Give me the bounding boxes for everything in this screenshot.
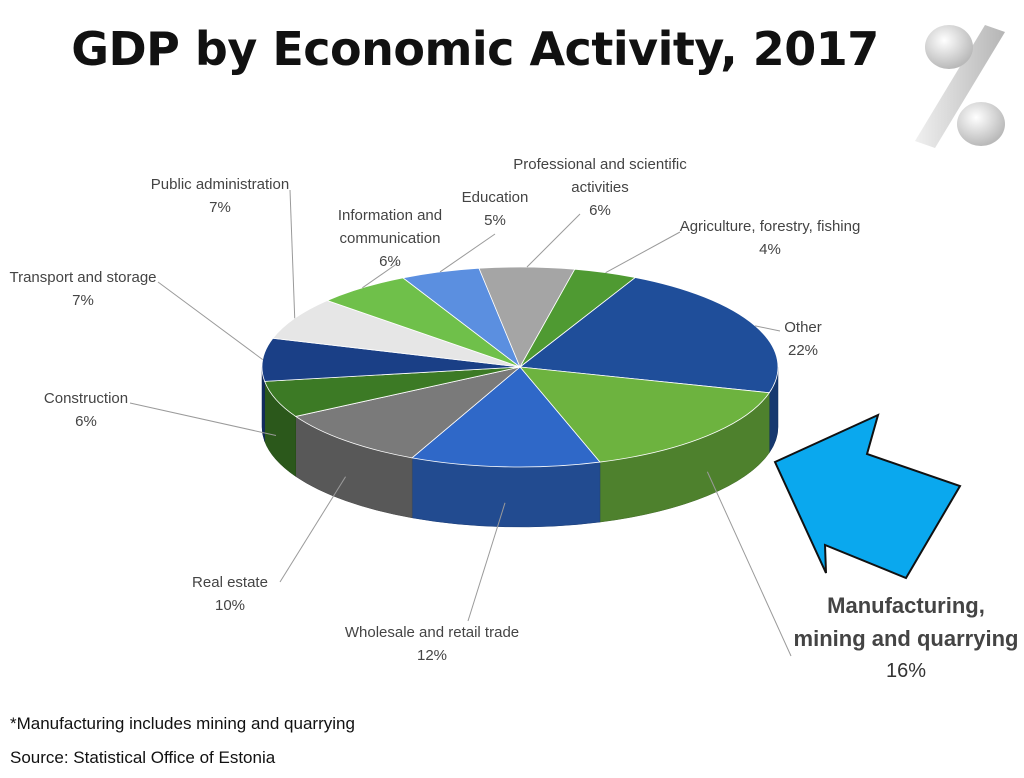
slice-label-name: Manufacturing, [827,593,985,618]
pie-depth [261,366,779,528]
slice-label-9: Professional and scientific activities 6% [513,156,687,219]
leader-line-2 [467,502,506,622]
leader-lines [129,189,792,657]
pie-slice-wholesale-and-retail-trade [411,366,601,468]
slice-label-value: 6% [589,202,611,219]
slice-label-1: Manufacturing, mining and quarrying 16% [794,593,1019,682]
arrow-icon [773,413,962,580]
slice-label-6: Public administration 7% [151,176,289,216]
slice-label-name: activities [571,179,629,196]
slice-label-value: 4% [759,241,781,258]
leader-line-1 [706,471,792,657]
leader-line-10 [605,231,681,274]
slice-label-8: Education 5% [462,189,529,229]
leader-line-4 [129,402,277,436]
leader-line-7 [362,262,399,289]
pie-slice-real-estate [294,366,521,459]
slice-label-value: 10% [215,597,245,614]
slice-label-name: Professional and scientific [513,156,687,173]
pie-side-2 [411,457,601,528]
slice-label-name: Other [784,319,822,336]
slice-label-name: Public administration [151,176,289,193]
slice-label-name: Information and [338,207,442,224]
slice-label-value: 7% [209,199,231,216]
slice-label-2: Wholesale and retail trade 12% [345,624,519,664]
slice-label-value: 22% [788,342,818,359]
footnote: *Manufacturing includes mining and quarr… [10,714,355,733]
slice-label-name: Real estate [192,574,268,591]
leader-line-3 [279,476,346,583]
slice-label-value: 6% [379,253,401,270]
slice-label-5: Transport and storage 7% [9,269,156,309]
slice-labels: Other 22% Manufacturing, mining and quarryi… [9,156,1018,682]
slice-label-name: Wholesale and retail trade [345,624,519,641]
pie-slice-other [518,277,779,394]
slice-label-7: Information and communication 6% [338,207,442,270]
slice-label-name: communication [340,230,441,247]
page-title: GDP by Economic Activity, 2017 [71,22,879,76]
slice-label-value: 7% [72,292,94,309]
slice-label-4: Construction 6% [44,390,128,430]
slice-label-0: Other 22% [784,319,822,359]
slice-label-name: mining and quarrying [794,626,1019,651]
leader-line-9 [526,213,581,268]
pie-slice-manufacturing-mining-and-quarrying [519,366,771,463]
slice-label-name: Transport and storage [9,269,156,286]
leader-line-0 [755,325,781,332]
pie-slice-transport-and-storage [261,337,521,382]
leader-line-8 [439,233,496,273]
pie-slice-agriculture-forestry-fishing [519,268,637,368]
leader-line-5 [157,281,263,361]
slice-label-name: Agriculture, forestry, fishing [680,218,861,235]
percent-icon [915,25,1005,148]
slice-label-value: 16% [886,660,926,682]
slice-label-name: Education [462,189,529,206]
slice-label-name: Construction [44,390,128,407]
pie-slice-public-administration [272,300,521,368]
slice-label-value: 5% [484,212,506,229]
slice-label-10: Agriculture, forestry, fishing 4% [680,218,861,258]
pie-top [261,266,779,468]
slice-label-value: 6% [75,413,97,430]
slice-label-3: Real estate 10% [192,574,268,614]
leader-line-6 [289,189,296,319]
source-note: Source: Statistical Office of Estonia [10,748,276,767]
slice-label-value: 12% [417,647,447,664]
